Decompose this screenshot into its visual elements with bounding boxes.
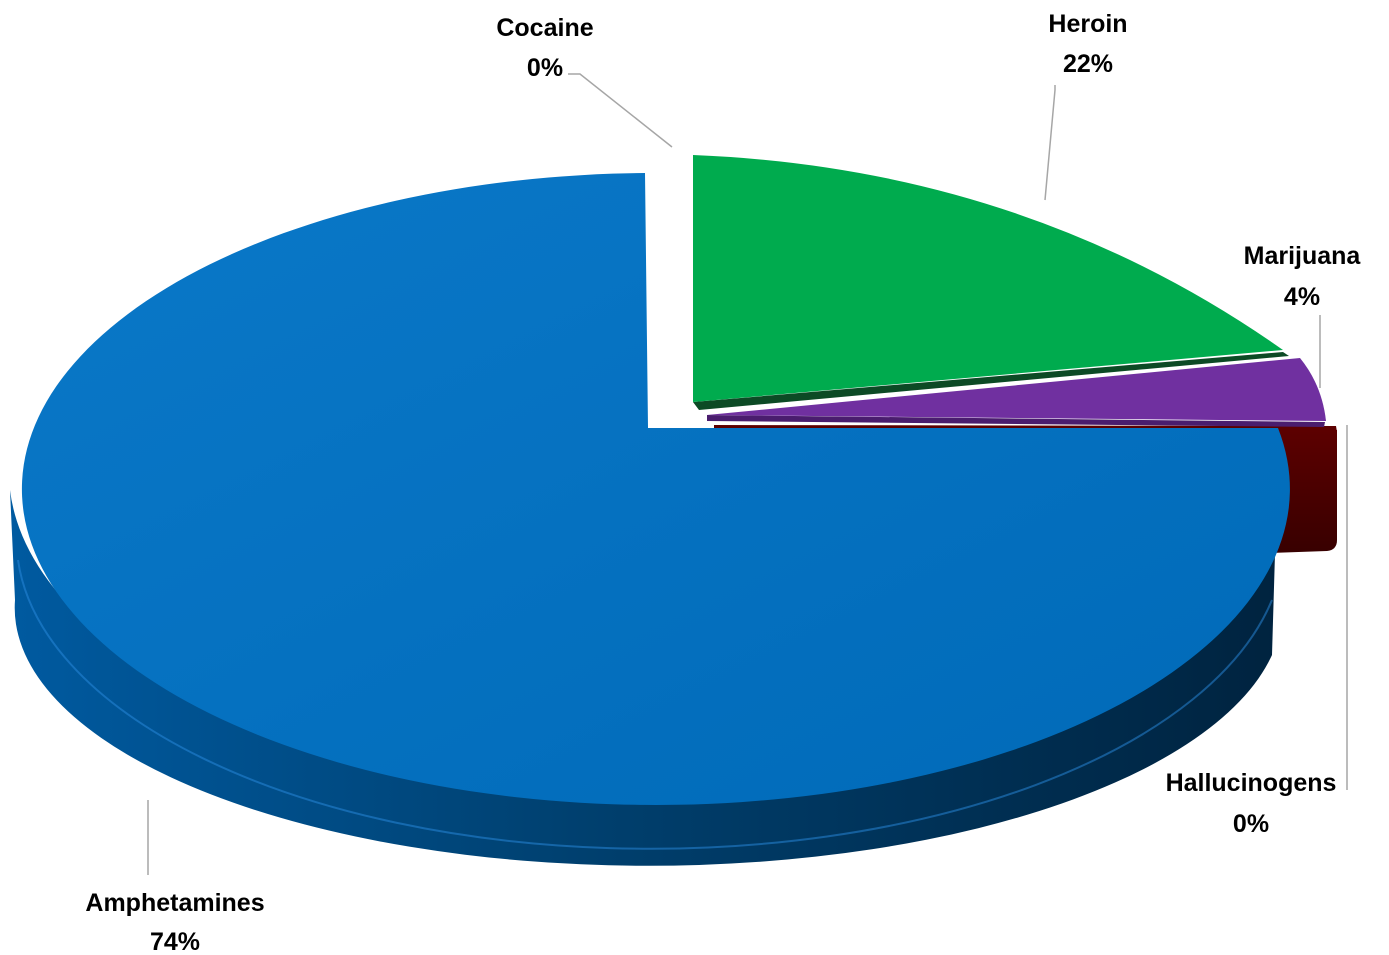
slice-marijuana-side [707, 415, 1325, 427]
slice-amphetamines-top [21, 173, 1290, 805]
leader-line-heroin [1044, 85, 1056, 201]
slice-marijuana [707, 358, 1326, 427]
label-marijuana-value: 4% [1284, 283, 1320, 311]
label-heroin-name: Heroin [1048, 10, 1127, 38]
slice-marijuana-top [707, 358, 1326, 421]
label-cocaine-value: 0% [527, 54, 563, 82]
label-hallucinogens-name: Hallucinogens [1166, 769, 1337, 797]
label-amphetamines-value: 74% [150, 928, 200, 955]
label-amphetamines-name: Amphetamines [85, 889, 264, 917]
leader-line-cocaine [568, 73, 673, 148]
slice-heroin-top [693, 155, 1283, 402]
label-cocaine-name: Cocaine [496, 14, 593, 42]
slice-amphetamines [10, 173, 1290, 866]
slice-heroin-side [693, 352, 1289, 410]
label-hallucinogens-value: 0% [1233, 810, 1269, 838]
label-heroin-value: 22% [1063, 50, 1113, 78]
slice-heroin [693, 155, 1289, 410]
label-marijuana-name: Marijuana [1244, 242, 1362, 270]
data-labels: Cocaine 0% Heroin 22% Marijuana 4% Hallu… [85, 10, 1361, 955]
leader-lines [147, 73, 1348, 875]
slice-amphetamines-rim [17, 559, 1273, 850]
